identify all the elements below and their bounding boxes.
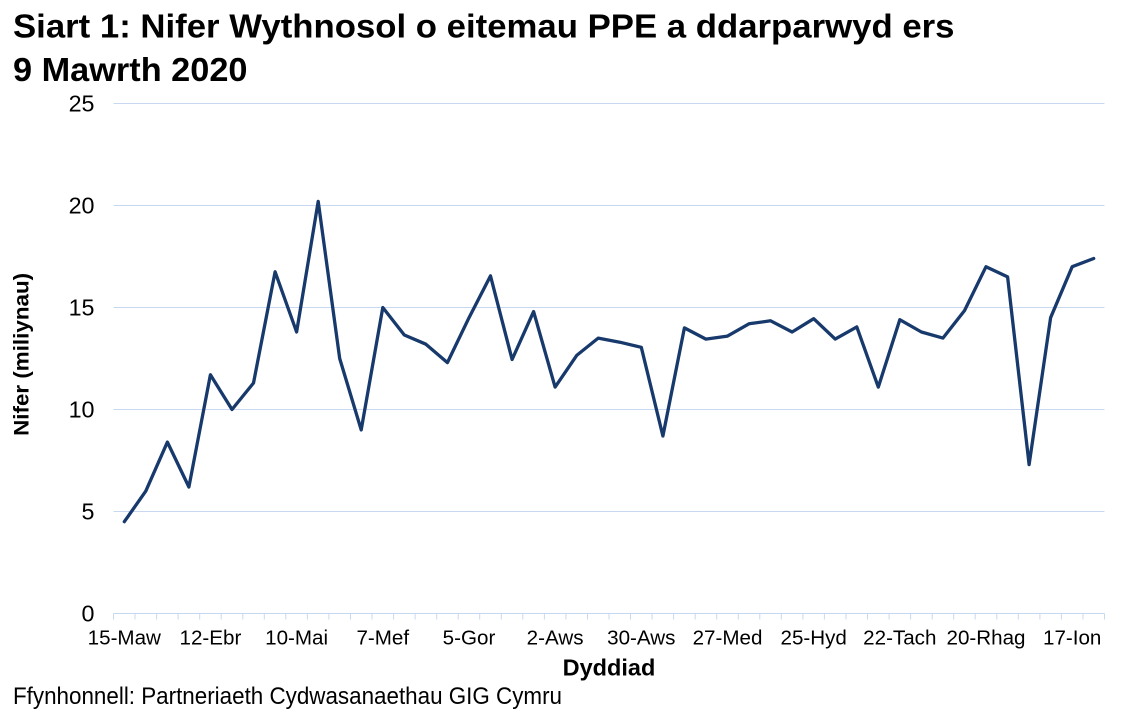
svg-text:10-Mai: 10-Mai [265, 626, 328, 649]
svg-text:25: 25 [69, 90, 95, 116]
svg-text:17-Ion: 17-Ion [1043, 626, 1101, 649]
svg-text:0: 0 [82, 600, 95, 626]
svg-text:Siart 1: Nifer Wythnosol o eit: Siart 1: Nifer Wythnosol o eitemau PPE a… [13, 9, 955, 46]
svg-text:15: 15 [69, 294, 95, 320]
svg-text:22-Tach: 22-Tach [863, 626, 936, 649]
svg-text:20-Rhag: 20-Rhag [947, 626, 1026, 649]
svg-text:25-Hyd: 25-Hyd [781, 626, 847, 649]
svg-text:2-Aws: 2-Aws [527, 626, 584, 649]
svg-text:5: 5 [82, 498, 95, 524]
svg-text:10: 10 [69, 396, 95, 422]
svg-text:20: 20 [69, 192, 95, 218]
svg-text:15-Maw: 15-Maw [88, 626, 161, 649]
svg-text:Dyddiad: Dyddiad [563, 655, 656, 681]
svg-text:27-Med: 27-Med [693, 626, 763, 649]
svg-text:12-Ebr: 12-Ebr [179, 626, 241, 649]
svg-text:9 Mawrth 2020: 9 Mawrth 2020 [13, 52, 248, 89]
svg-text:Nifer (miliynau): Nifer (miliynau) [10, 273, 34, 436]
svg-text:7-Mef: 7-Mef [356, 626, 409, 649]
svg-text:Ffynhonnell: Partneriaeth Cydw: Ffynhonnell: Partneriaeth Cydwasanaethau… [13, 683, 562, 710]
svg-text:30-Aws: 30-Aws [607, 626, 675, 649]
svg-text:5-Gor: 5-Gor [443, 626, 496, 649]
